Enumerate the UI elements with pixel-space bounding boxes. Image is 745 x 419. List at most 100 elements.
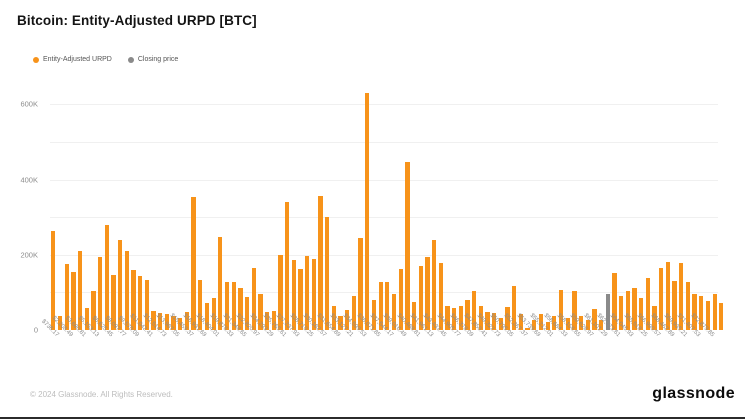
urpd-bar[interactable] — [485, 311, 490, 330]
urpd-bar[interactable] — [705, 301, 711, 330]
urpd-bar[interactable] — [672, 281, 677, 330]
legend-item-urpd[interactable]: Entity-Adjusted URPD — [33, 56, 112, 63]
urpd-bar[interactable] — [518, 314, 524, 330]
urpd-bar[interactable] — [271, 311, 276, 330]
urpd-bar[interactable] — [358, 237, 363, 330]
urpd-bar[interactable] — [251, 267, 256, 330]
urpd-bar[interactable] — [431, 239, 437, 330]
urpd-bar[interactable] — [465, 299, 470, 330]
urpd-bar[interactable] — [331, 305, 337, 330]
urpd-bar[interactable] — [692, 294, 697, 330]
urpd-bar[interactable] — [144, 279, 150, 330]
urpd-bar[interactable] — [438, 263, 443, 330]
urpd-bar[interactable] — [652, 305, 657, 330]
urpd-bar[interactable] — [385, 282, 390, 330]
urpd-bar[interactable] — [619, 295, 624, 330]
urpd-bar[interactable] — [538, 314, 544, 330]
urpd-bar[interactable] — [371, 299, 377, 330]
urpd-bar[interactable] — [712, 294, 717, 330]
urpd-bar[interactable] — [378, 282, 383, 330]
urpd-bar[interactable] — [391, 294, 397, 330]
urpd-bar[interactable] — [311, 258, 317, 330]
urpd-bar[interactable] — [578, 315, 584, 330]
urpd-bar[interactable] — [298, 269, 303, 330]
urpd-bar[interactable] — [411, 301, 417, 330]
urpd-bar[interactable] — [719, 303, 724, 330]
urpd-bar[interactable] — [418, 265, 423, 330]
urpd-bar[interactable] — [612, 272, 617, 330]
urpd-bar[interactable] — [545, 322, 550, 330]
urpd-bar[interactable] — [458, 305, 463, 330]
urpd-bar[interactable] — [645, 277, 651, 330]
urpd-bar[interactable] — [291, 260, 296, 330]
urpd-bar[interactable] — [452, 307, 457, 330]
urpd-bar[interactable] — [659, 267, 664, 330]
urpd-bar[interactable] — [365, 93, 370, 330]
urpd-bar[interactable] — [425, 256, 430, 330]
urpd-bar[interactable] — [345, 310, 350, 330]
urpd-bar[interactable] — [151, 311, 156, 330]
urpd-bar[interactable] — [164, 314, 170, 330]
urpd-bar[interactable] — [184, 311, 190, 330]
urpd-bar[interactable] — [104, 225, 109, 330]
urpd-bar[interactable] — [445, 305, 450, 330]
urpd-bar[interactable] — [639, 297, 644, 330]
urpd-bar[interactable] — [84, 308, 89, 330]
urpd-bar[interactable] — [572, 290, 577, 330]
urpd-bar[interactable] — [178, 318, 183, 330]
urpd-bar[interactable] — [204, 302, 210, 330]
urpd-bar[interactable] — [565, 318, 570, 330]
urpd-bar[interactable] — [231, 282, 236, 330]
urpd-bar[interactable] — [238, 287, 243, 330]
urpd-bar[interactable] — [285, 202, 290, 330]
urpd-bar[interactable] — [318, 195, 323, 330]
urpd-bar[interactable] — [532, 320, 537, 330]
urpd-bar[interactable] — [632, 287, 637, 330]
urpd-bar[interactable] — [512, 285, 517, 330]
urpd-bar[interactable] — [492, 313, 497, 330]
urpd-bar[interactable] — [71, 272, 76, 330]
urpd-bar[interactable] — [625, 290, 630, 330]
urpd-bar[interactable] — [124, 251, 129, 330]
urpd-bar[interactable] — [51, 230, 56, 330]
urpd-bar[interactable] — [552, 315, 557, 330]
urpd-bar[interactable] — [685, 282, 691, 330]
urpd-bar[interactable] — [585, 320, 590, 330]
urpd-bar[interactable] — [278, 255, 283, 330]
urpd-bar[interactable] — [351, 295, 357, 330]
urpd-bar[interactable] — [158, 313, 163, 330]
urpd-bar[interactable] — [64, 264, 69, 330]
urpd-bar[interactable] — [405, 161, 410, 330]
urpd-bar[interactable] — [224, 281, 230, 330]
urpd-bar[interactable] — [525, 327, 530, 330]
urpd-bar[interactable] — [57, 316, 63, 330]
urpd-bar[interactable] — [191, 196, 196, 330]
urpd-bar[interactable] — [97, 257, 103, 330]
closing-price-bar[interactable] — [605, 294, 610, 330]
urpd-bar[interactable] — [592, 308, 597, 330]
legend-item-closing-price[interactable]: Closing price — [127, 56, 178, 63]
urpd-bar[interactable] — [679, 263, 684, 330]
urpd-bar[interactable] — [91, 290, 96, 330]
urpd-bar[interactable] — [498, 317, 504, 330]
urpd-bar[interactable] — [598, 320, 604, 330]
urpd-bar[interactable] — [558, 289, 564, 330]
urpd-bar[interactable] — [472, 290, 477, 330]
urpd-bar[interactable] — [198, 279, 203, 330]
urpd-bar[interactable] — [77, 251, 83, 330]
urpd-bar[interactable] — [244, 296, 250, 330]
urpd-bar[interactable] — [338, 315, 343, 330]
urpd-bar[interactable] — [325, 216, 330, 330]
urpd-bar[interactable] — [398, 269, 403, 330]
urpd-bar[interactable] — [505, 306, 510, 330]
urpd-bar[interactable] — [111, 275, 116, 330]
urpd-bar[interactable] — [665, 262, 671, 330]
urpd-bar[interactable] — [138, 275, 143, 330]
urpd-bar[interactable] — [131, 270, 136, 330]
urpd-bar[interactable] — [478, 305, 484, 330]
urpd-bar[interactable] — [171, 315, 176, 330]
urpd-bar[interactable] — [211, 297, 216, 330]
urpd-bar[interactable] — [264, 311, 270, 330]
urpd-bar[interactable] — [258, 294, 263, 330]
urpd-bar[interactable] — [305, 255, 310, 330]
